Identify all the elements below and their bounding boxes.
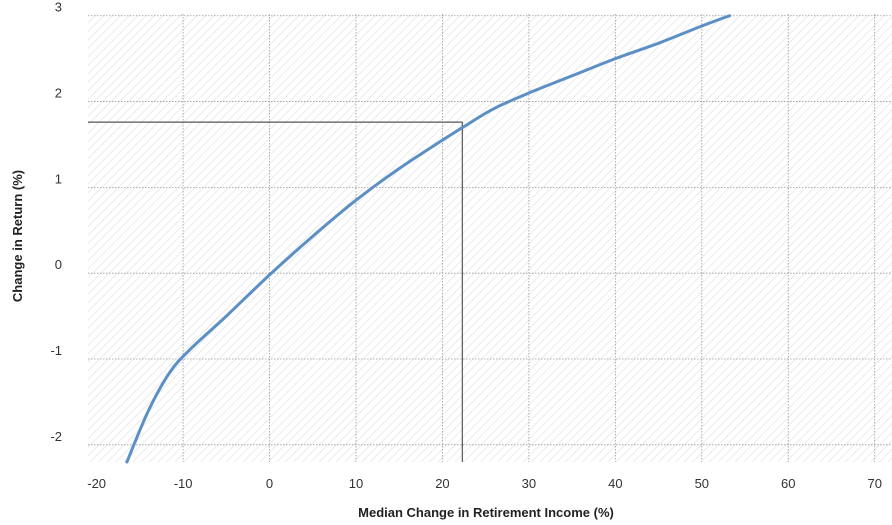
grid	[88, 14, 892, 462]
x-axis-ticks: -20 -10 0 10 20 30 40 50 60 70	[87, 476, 882, 491]
x-axis-title: Median Change in Retirement Income (%)	[358, 505, 614, 520]
reference-lines	[88, 121, 463, 462]
x-tick-label: -10	[174, 476, 193, 491]
series-group	[125, 14, 731, 464]
plot-area	[88, 14, 892, 462]
x-tick-label: 50	[695, 476, 709, 491]
series-line	[125, 14, 731, 464]
x-tick-label: 40	[608, 476, 622, 491]
x-tick-label: 70	[867, 476, 881, 491]
y-tick-label: 1	[55, 171, 62, 186]
x-tick-label: 60	[781, 476, 795, 491]
plot-background	[88, 14, 892, 462]
y-tick-label: 3	[55, 0, 62, 15]
y-tick-label: -1	[50, 343, 62, 358]
y-tick-label: 2	[55, 86, 62, 101]
x-tick-label: -20	[87, 476, 106, 491]
y-tick-label: 0	[55, 257, 62, 272]
x-tick-label: 10	[349, 476, 363, 491]
y-axis-title: Change in Return (%)	[10, 170, 25, 302]
y-axis-ticks: -2 -1 0 1 2 3	[50, 0, 62, 444]
x-tick-label: 30	[522, 476, 536, 491]
x-tick-label: 0	[266, 476, 273, 491]
y-tick-label: -2	[50, 429, 62, 444]
x-tick-label: 20	[435, 476, 449, 491]
